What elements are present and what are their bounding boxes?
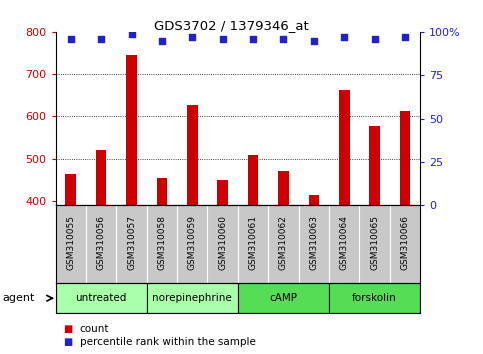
Point [67,36,74,42]
Bar [96,150,106,205]
Text: cAMP: cAMP [270,293,298,303]
Point [310,38,318,44]
Text: untreated: untreated [75,293,127,303]
Bar [339,90,350,205]
Point [341,34,348,40]
Bar [56,283,147,313]
Text: GSM310065: GSM310065 [370,215,379,270]
Bar [400,112,411,205]
Bar [187,105,198,205]
Text: GSM310060: GSM310060 [218,215,227,270]
Point [219,36,227,42]
Bar [309,195,319,205]
Bar [248,155,258,205]
Text: forskolin: forskolin [352,293,397,303]
Text: GSM310063: GSM310063 [309,215,318,270]
Text: GSM310057: GSM310057 [127,215,136,270]
Bar [329,283,420,313]
Text: GSM310056: GSM310056 [97,215,106,270]
Text: GSM310066: GSM310066 [400,215,410,270]
Bar [238,283,329,313]
Text: count: count [80,324,109,334]
Bar [126,55,137,205]
Text: ■: ■ [63,324,72,334]
Point [128,31,135,36]
Point [158,38,166,44]
Bar [65,175,76,205]
Point [371,36,379,42]
Text: GSM310064: GSM310064 [340,215,349,269]
Text: GSM310062: GSM310062 [279,215,288,269]
Point [188,34,196,40]
Point [401,34,409,40]
Text: GSM310061: GSM310061 [249,215,257,270]
Point [97,36,105,42]
Text: GSM310059: GSM310059 [188,215,197,270]
Text: percentile rank within the sample: percentile rank within the sample [80,337,256,347]
Bar [217,180,228,205]
Text: GSM310058: GSM310058 [157,215,167,270]
Text: GDS3702 / 1379346_at: GDS3702 / 1379346_at [155,19,309,33]
Text: GSM310055: GSM310055 [66,215,75,270]
Bar [278,171,289,205]
Text: norepinephrine: norepinephrine [153,293,232,303]
Bar [369,126,380,205]
Point [249,36,257,42]
Text: agent: agent [2,293,35,303]
Point [280,36,287,42]
Bar [147,283,238,313]
Bar [156,178,167,205]
Text: ■: ■ [63,337,72,347]
